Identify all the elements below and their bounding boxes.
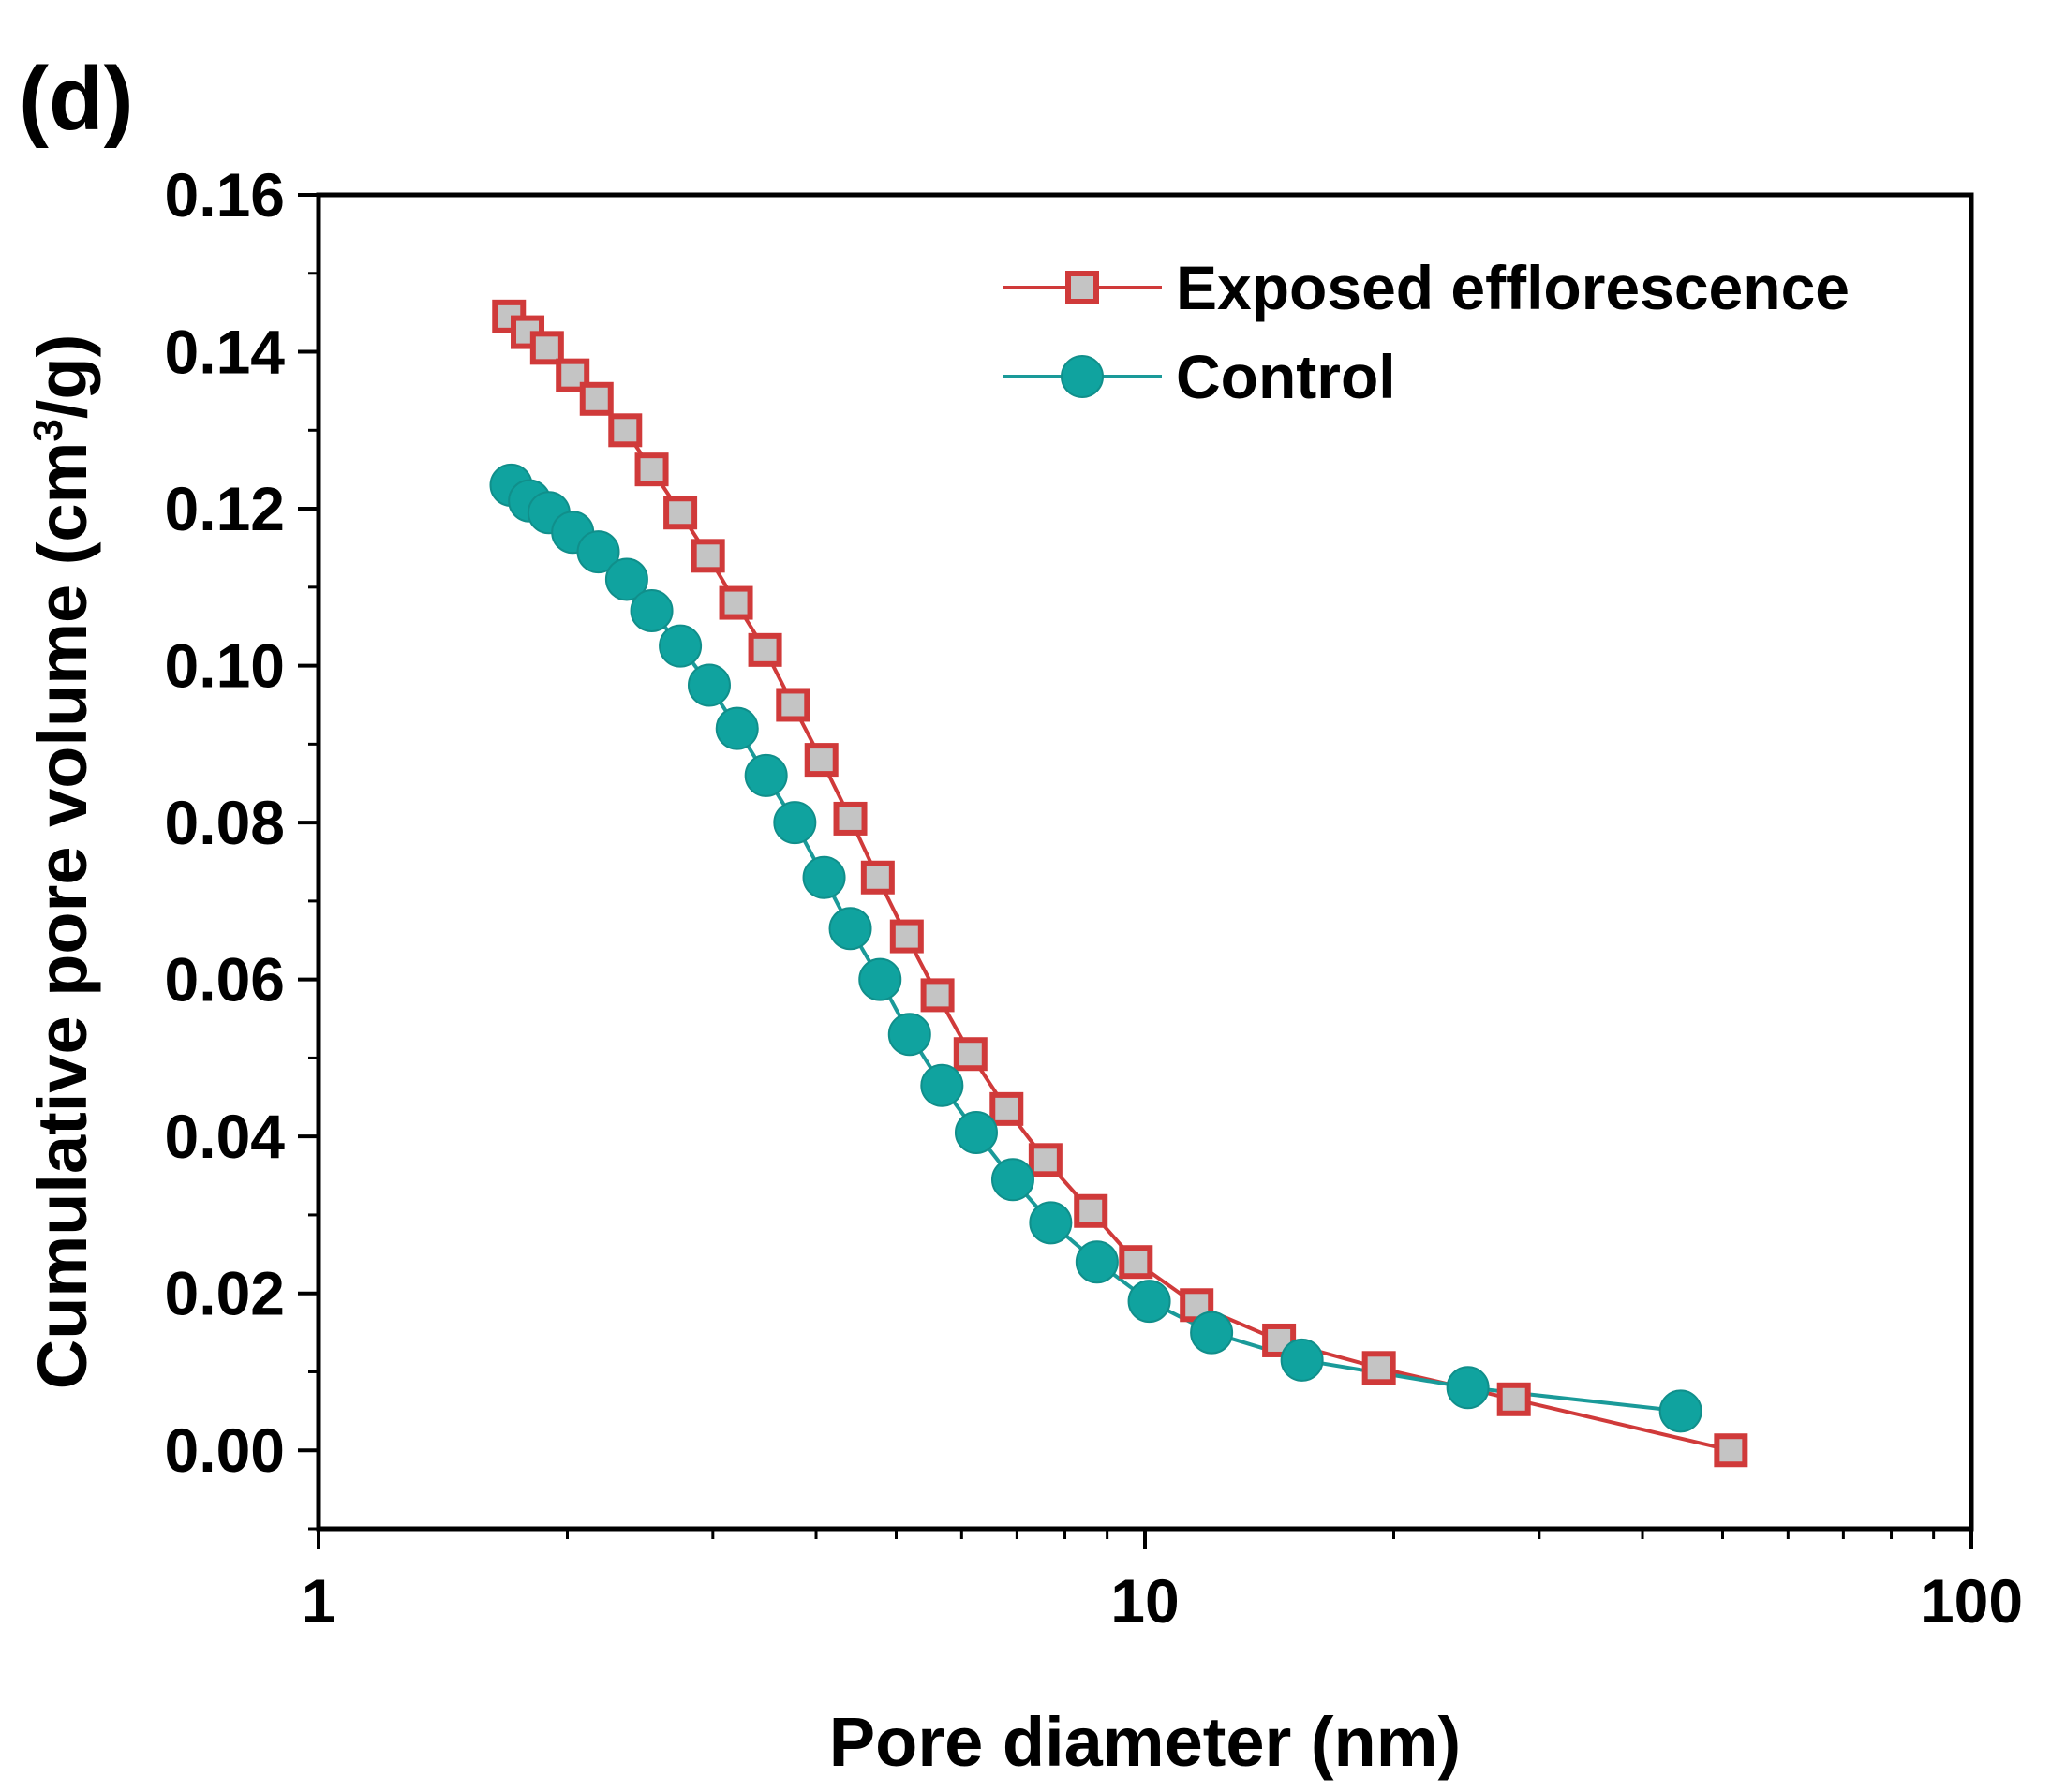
data-point-exposed — [748, 632, 782, 667]
data-point-control — [954, 1110, 998, 1154]
data-point-control — [604, 557, 648, 601]
data-point-control — [1029, 1201, 1073, 1245]
y-tick-label: 0.00 — [165, 1415, 285, 1485]
data-point-control — [687, 663, 731, 707]
data-point-control — [828, 907, 872, 951]
x-axis: 1 10 100 — [302, 1529, 2023, 1636]
data-point-control — [576, 530, 620, 574]
data-point-control — [1658, 1389, 1702, 1433]
data-point-control — [715, 706, 759, 750]
data-point-exposed — [1028, 1143, 1063, 1177]
x-axis-title: Pore diameter (nm) — [829, 1703, 1461, 1781]
data-point-exposed — [1119, 1245, 1153, 1280]
data-point-exposed — [608, 413, 643, 448]
data-point-control — [887, 1013, 931, 1057]
data-point-exposed — [1496, 1382, 1531, 1416]
data-point-control — [1190, 1311, 1234, 1355]
data-point-exposed — [663, 496, 698, 530]
data-point-exposed — [1714, 1433, 1748, 1468]
y-tick-label: 0.02 — [165, 1259, 285, 1328]
data-point-exposed — [634, 452, 669, 487]
data-point-control — [744, 753, 788, 797]
y-tick-label: 0.12 — [165, 474, 285, 543]
y-tick-label: 0.08 — [165, 788, 285, 857]
data-point-control — [1075, 1240, 1119, 1284]
y-tick-label: 0.04 — [165, 1102, 286, 1171]
y-axis-title-sup: 3 — [25, 419, 71, 441]
data-point-exposed — [529, 331, 564, 365]
data-point-control — [1446, 1366, 1490, 1410]
y-axis-title: Cumulative pore volume (cm3/g) — [23, 334, 101, 1389]
data-point-control — [920, 1063, 964, 1107]
plot-frame — [316, 192, 1974, 1532]
plot-series — [489, 299, 1748, 1468]
y-tick-label: 0.06 — [165, 945, 285, 1014]
data-point-exposed — [1074, 1193, 1108, 1228]
data-point-control — [773, 801, 817, 845]
data-point-exposed — [579, 381, 614, 416]
data-point-control — [1280, 1338, 1324, 1382]
panel-label: (d) — [19, 49, 134, 149]
x-tick-label: 100 — [1920, 1566, 2023, 1636]
data-point-control — [630, 588, 674, 632]
data-point-exposed — [889, 919, 924, 954]
x-tick-label: 10 — [1110, 1566, 1179, 1636]
x-tick-label: 1 — [302, 1566, 336, 1636]
y-tick-label: 0.10 — [165, 631, 285, 701]
legend-marker-control — [1061, 355, 1104, 398]
data-point-exposed — [953, 1037, 988, 1072]
data-point-exposed — [833, 801, 868, 836]
y-tick-label: 0.14 — [165, 318, 286, 387]
data-point-control — [990, 1158, 1034, 1202]
data-point-exposed — [920, 978, 955, 1013]
y-axis: 0.00 0.02 0.04 0.06 0.08 0.10 0.12 0.14 0.16 — [165, 160, 319, 1531]
legend: Exposed efflorescence Control — [1003, 253, 1850, 411]
data-point-exposed — [1361, 1351, 1396, 1385]
data-point-control — [802, 855, 846, 899]
data-point-exposed — [691, 539, 725, 573]
data-point-exposed — [719, 585, 753, 620]
data-point-control — [1127, 1280, 1171, 1324]
y-tick-label: 0.16 — [165, 160, 285, 230]
legend-marker-exposed — [1065, 271, 1099, 304]
y-axis-title-main: Cumulative pore volume (cm — [23, 442, 101, 1390]
data-point-exposed — [776, 688, 810, 722]
legend-label-exposed: Exposed efflorescence — [1176, 253, 1850, 322]
data-point-exposed — [492, 299, 527, 333]
data-point-exposed — [860, 860, 895, 895]
data-point-exposed — [804, 743, 839, 778]
data-point-control — [858, 957, 902, 1001]
legend-label-control: Control — [1176, 342, 1396, 411]
data-point-control — [659, 624, 703, 668]
y-axis-title-end: /g) — [23, 334, 101, 419]
data-point-exposed — [989, 1091, 1024, 1126]
